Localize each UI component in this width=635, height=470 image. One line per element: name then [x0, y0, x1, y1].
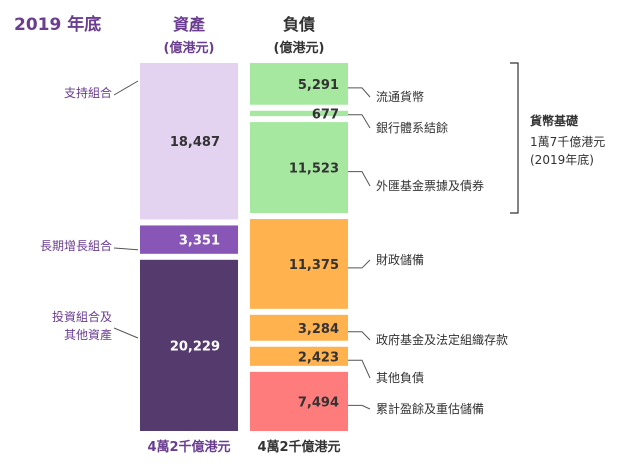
asset-bar-1	[140, 225, 238, 254]
liability-value-6: 7,494	[298, 395, 339, 410]
liability-bars: 5,291 677 11,523 11,375 3,284 2,423 7,494	[250, 63, 348, 431]
asset-connector-1	[113, 247, 139, 251]
asset-bar-2	[140, 259, 238, 431]
asset-label-0: 支持組合	[64, 85, 112, 100]
liability-connector-3	[348, 259, 371, 269]
asset-label-2: 投資組合及其他資產	[52, 309, 112, 342]
bracket-line	[510, 62, 519, 214]
liabilities-header: 負債	[283, 15, 315, 34]
liability-value-4: 3,284	[298, 322, 339, 337]
asset-bars: 18,487 3,351 20,229	[140, 63, 238, 431]
liability-label-3: 財政儲備	[376, 252, 424, 267]
liabilities-total: 4萬2千億港元	[257, 439, 340, 455]
liability-bar-5	[250, 346, 348, 366]
liability-bar-0	[250, 63, 348, 105]
bracket-line-1: (2019年底)	[530, 152, 594, 167]
liability-connector-1	[348, 114, 371, 129]
bracket-title: 貨幣基礎	[530, 113, 579, 128]
liability-connector-0	[348, 87, 371, 98]
liability-value-1: 677	[312, 107, 339, 122]
liability-connector-5	[348, 359, 371, 379]
asset-label-1: 長期增長組合	[40, 238, 112, 253]
asset-value-2: 20,229	[170, 339, 220, 354]
liability-label-1: 銀行體系結餘	[376, 120, 448, 135]
liability-connector-6	[348, 404, 371, 410]
liability-bar-3	[250, 219, 348, 309]
liability-value-0: 5,291	[298, 78, 339, 93]
liability-bar-2	[250, 122, 348, 214]
liabilities-unit: (億港元)	[274, 40, 325, 56]
asset-value-1: 3,351	[179, 234, 220, 249]
asset-value-0: 18,487	[170, 135, 220, 150]
assets-unit: (億港元)	[164, 40, 215, 56]
monetary-base-bracket: 貨幣基礎 1萬7千億港元 (2019年底)	[510, 62, 605, 214]
assets-header: 資產	[173, 15, 205, 34]
assets-total: 4萬2千億港元	[147, 439, 230, 455]
asset-connector-0	[113, 80, 139, 96]
liability-label-2: 外匯基金票據及債券	[376, 178, 484, 193]
bracket-line-0: 1萬7千億港元	[530, 135, 605, 149]
asset-bar-0	[140, 63, 238, 220]
liability-label-6: 累計盈餘及重估儲備	[376, 401, 484, 416]
page-title: 2019 年底	[14, 14, 101, 35]
liability-label-0: 流通貨幣	[376, 89, 424, 104]
asset-connector-2	[113, 327, 139, 339]
liability-bar-6	[250, 371, 348, 431]
liability-label-5: 其他負債	[376, 370, 424, 385]
liability-value-3: 11,375	[289, 258, 339, 273]
liability-value-5: 2,423	[298, 350, 339, 365]
liability-value-2: 11,523	[289, 162, 339, 177]
liability-label-4: 政府基金及法定組織存款	[376, 332, 508, 347]
liability-connector-4	[348, 331, 371, 341]
liability-connector-2	[348, 171, 371, 187]
liability-bar-1	[250, 110, 348, 117]
liability-bar-4	[250, 314, 348, 341]
